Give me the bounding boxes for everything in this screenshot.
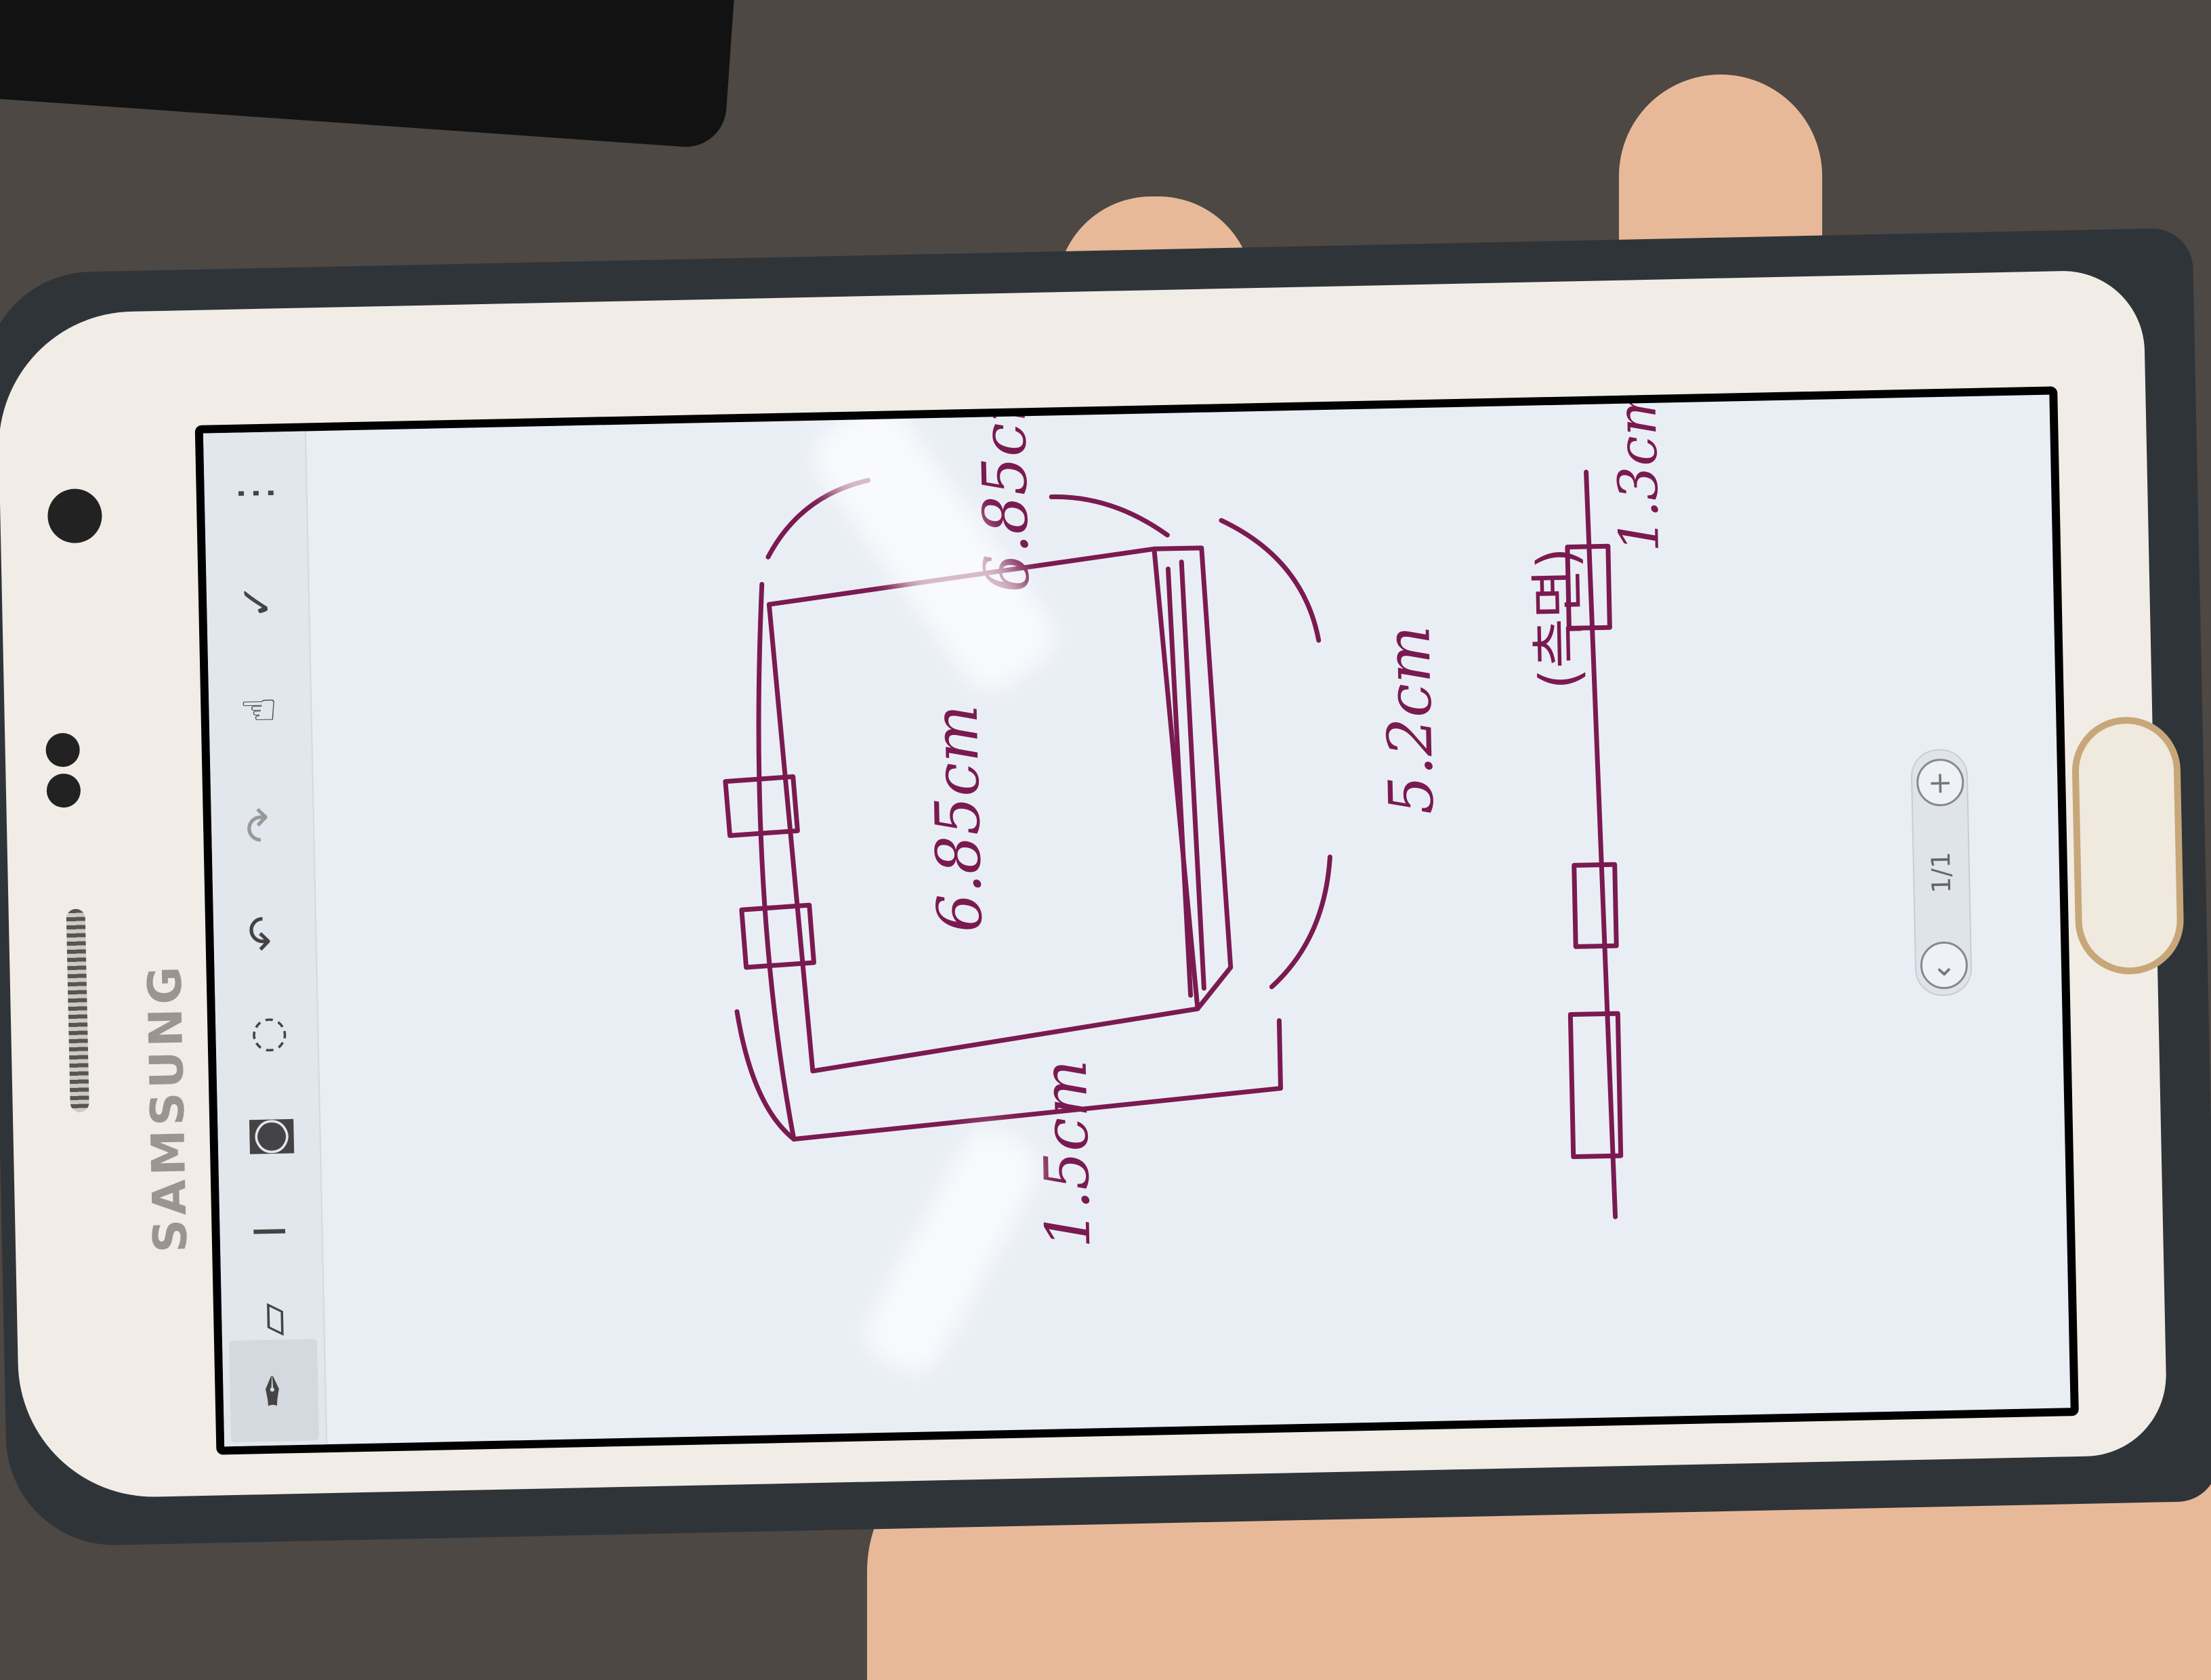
sketch-arc-right-low [1269, 854, 1332, 990]
sketch-side-rect-1 [1565, 543, 1612, 631]
sketch-box-side [1152, 545, 1234, 1011]
sketch-tab-1 [723, 774, 800, 839]
sketch-arc-left-bottom [734, 1009, 797, 1142]
speaker-grille [66, 908, 89, 1112]
sketch-outer-shell [756, 581, 1284, 1142]
sketch-side-rect-2 [1572, 862, 1619, 949]
chevron-glyph: ⌄ [1931, 948, 1957, 983]
page-navigator: + 1/1 ⌄ [1910, 749, 1973, 996]
phone-body: SAMSUNG ⋮ ✓ ☝ ↷ ↶ ◌ ◙ I ▱ ✒ [0, 269, 2185, 1500]
add-page-button[interactable]: + [1916, 758, 1965, 807]
sketch-tab-2 [739, 902, 816, 970]
proximity-sensor-1 [45, 732, 81, 768]
phone-case: SAMSUNG ⋮ ✓ ☝ ↷ ↶ ◌ ◙ I ▱ ✒ [0, 228, 2211, 1548]
label-height: 5.2cm [1372, 625, 1448, 816]
sketch-side-rect-3 [1567, 1011, 1624, 1160]
sketch-arc-right [1219, 518, 1322, 643]
label-side-note: (측면) [1525, 547, 1592, 690]
page-indicator: 1/1 [1920, 848, 1962, 896]
handwritten-sketch [723, 469, 1624, 1219]
sketch-side-line [1584, 469, 1618, 1219]
brand-label-text: SAMSUNG [138, 962, 198, 1253]
label-corner: 1.5cm [1029, 1059, 1105, 1250]
page-indicator-text: 1/1 [1926, 852, 1957, 894]
sketch-arc-top-right [1049, 494, 1170, 538]
sketch-box-depth [1165, 559, 1206, 998]
proximity-sensor-2 [46, 773, 81, 808]
add-page-glyph: + [1927, 765, 1954, 800]
phone-screen: ⋮ ✓ ☝ ↷ ↶ ◌ ◙ I ▱ ✒ [194, 386, 2079, 1455]
front-camera [47, 488, 103, 544]
home-button[interactable] [2071, 715, 2185, 975]
dark-device-corner [0, 0, 738, 150]
note-canvas[interactable]: ⋮ ✓ ☝ ↷ ↶ ◌ ◙ I ▱ ✒ [203, 394, 2071, 1447]
label-side-thickness: 1.3cm [1604, 394, 1672, 553]
chevron-down-icon[interactable]: ⌄ [1920, 941, 1968, 990]
label-center-width: 6.85cm [920, 704, 996, 933]
